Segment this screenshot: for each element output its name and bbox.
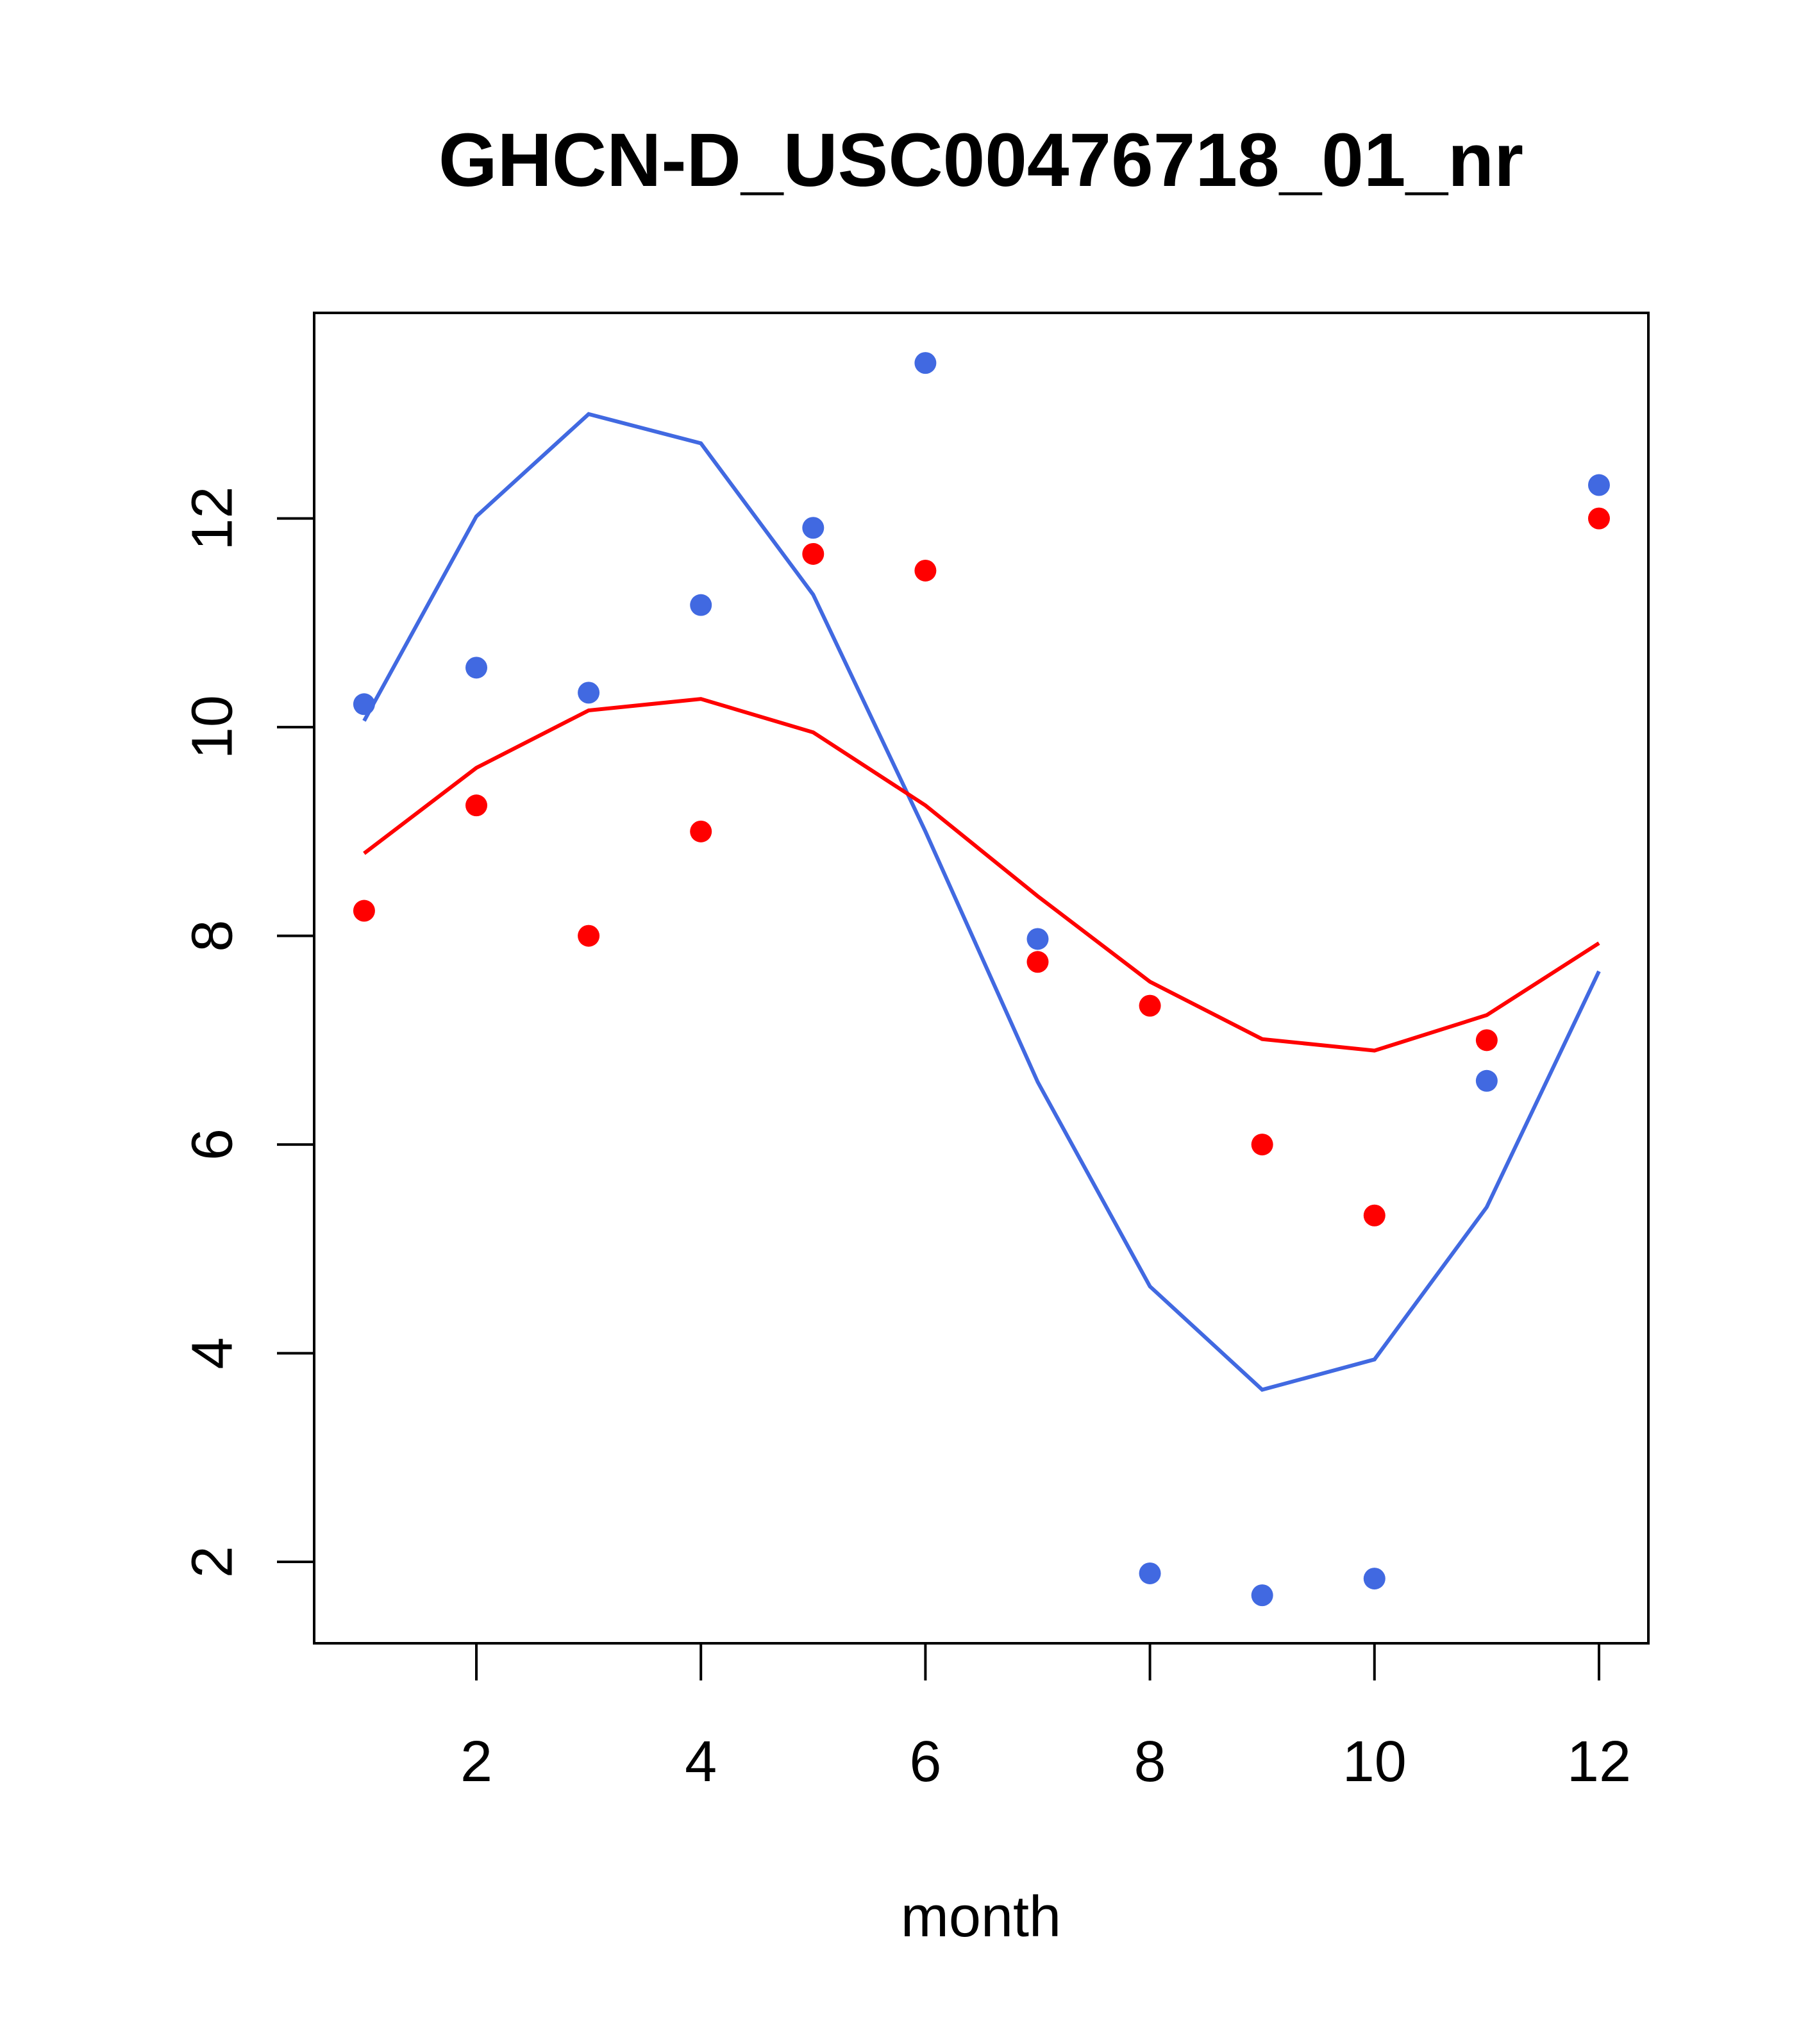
red-point xyxy=(802,542,825,565)
red-point xyxy=(1139,994,1161,1017)
blue-point xyxy=(353,693,375,716)
red-point xyxy=(1026,951,1049,973)
blue-point xyxy=(1475,1069,1498,1092)
blue-line xyxy=(362,412,1601,1392)
blue-point xyxy=(1363,1568,1386,1590)
red-point xyxy=(578,925,600,947)
y-tick-label: 12 xyxy=(181,487,245,551)
y-tick-label: 10 xyxy=(181,695,245,759)
series-layer xyxy=(353,352,1610,1607)
red-point xyxy=(465,794,488,817)
red-point xyxy=(1475,1029,1498,1051)
blue-point xyxy=(1587,474,1610,496)
y-tick-label: 8 xyxy=(181,920,245,952)
blue-point xyxy=(914,352,937,374)
x-axis: 2 4 6 8 10 12 xyxy=(460,1642,1631,1794)
blue-point xyxy=(578,682,600,704)
x-tick-label: 4 xyxy=(685,1730,717,1794)
y-tick-label: 6 xyxy=(181,1128,245,1160)
y-axis: 2 4 6 8 10 12 xyxy=(181,487,315,1578)
red-point xyxy=(690,820,712,842)
blue-point xyxy=(690,594,712,616)
y-tick-label: 2 xyxy=(181,1546,245,1578)
x-tick-label: 12 xyxy=(1567,1730,1631,1794)
blue-point xyxy=(1139,1562,1161,1584)
x-tick-label: 2 xyxy=(460,1730,492,1794)
y-tick-label: 4 xyxy=(181,1337,245,1370)
red-point xyxy=(914,559,937,582)
red-line xyxy=(363,697,1600,1053)
red-point xyxy=(1251,1134,1273,1156)
chart-title: GHCN-D_USC00476718_01_nr xyxy=(439,118,1523,203)
plot-box xyxy=(313,312,1650,1645)
blue-point xyxy=(802,517,825,539)
red-point xyxy=(353,900,375,922)
x-axis-label: month xyxy=(901,1885,1061,1949)
red-point xyxy=(1587,507,1610,530)
blue-point xyxy=(1026,928,1049,950)
x-tick-label: 10 xyxy=(1343,1730,1407,1794)
x-tick-label: 8 xyxy=(1134,1730,1166,1794)
red-point xyxy=(1363,1204,1386,1227)
blue-point xyxy=(1251,1584,1273,1607)
x-tick-label: 6 xyxy=(909,1730,941,1794)
blue-point xyxy=(465,657,488,679)
